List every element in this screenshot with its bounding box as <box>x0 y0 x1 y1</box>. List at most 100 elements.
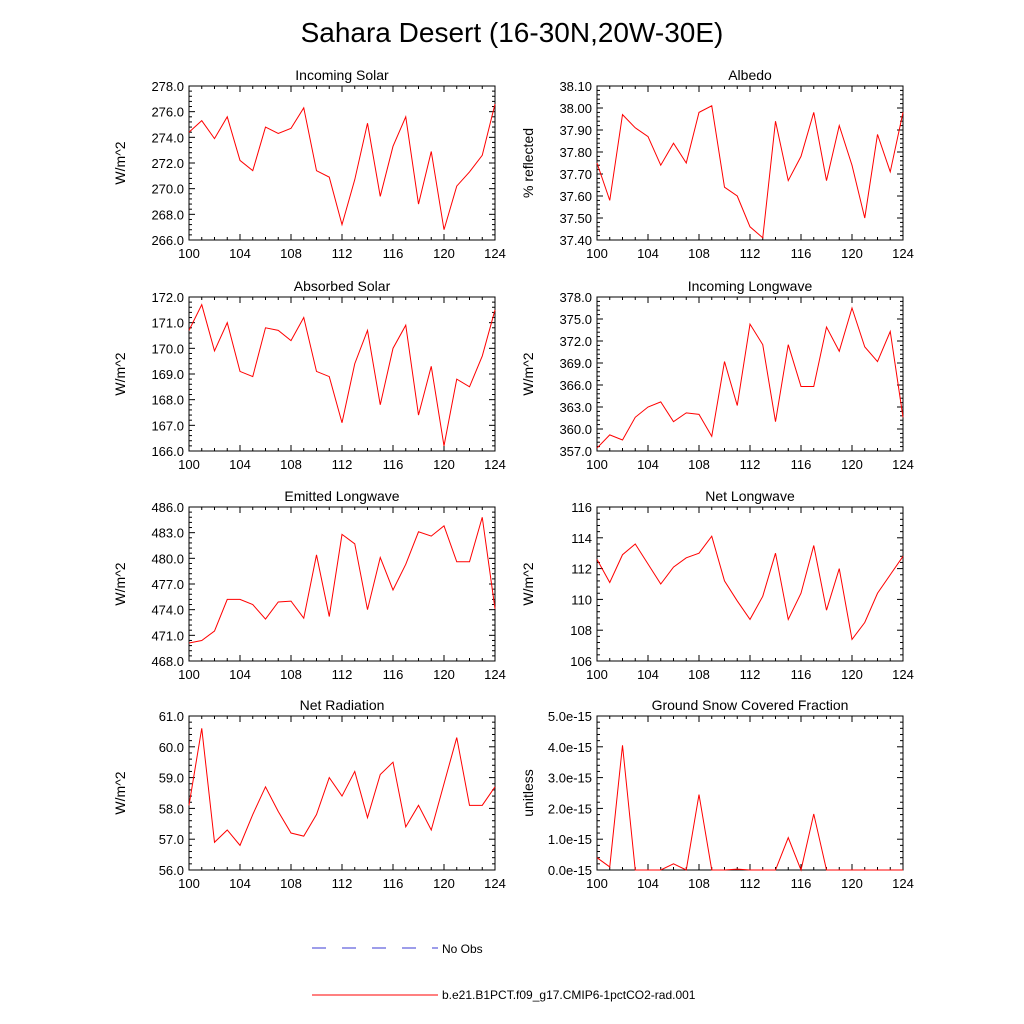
x-tick-label: 108 <box>688 876 710 891</box>
x-tick-label: 108 <box>280 246 302 261</box>
y-tick-label: 37.90 <box>559 123 592 138</box>
x-tick-label: 108 <box>688 457 710 472</box>
x-tick-label: 120 <box>841 876 863 891</box>
y-tick-label: 375.0 <box>559 312 592 327</box>
x-tick-label: 120 <box>841 246 863 261</box>
panel-title: Albedo <box>728 67 772 83</box>
figure-title: Sahara Desert (16-30N,20W-30E) <box>301 17 724 48</box>
panel-title: Incoming Solar <box>295 67 389 83</box>
x-tick-label: 100 <box>586 246 608 261</box>
x-tick-label: 108 <box>280 667 302 682</box>
x-tick-label: 100 <box>586 667 608 682</box>
y-tick-label: 38.10 <box>559 79 592 94</box>
y-axis-label: W/m^2 <box>112 562 128 605</box>
y-tick-label: 60.0 <box>159 740 184 755</box>
plot-frame <box>188 296 496 452</box>
series-line <box>188 517 496 644</box>
series-line <box>596 535 904 641</box>
y-axis-label: W/m^2 <box>112 771 128 814</box>
x-tick-label: 104 <box>229 667 251 682</box>
chart-panel: Emitted Longwave W/m^2 100 104 108 112 116 120 1… <box>112 488 506 682</box>
x-tick-label: 104 <box>637 457 659 472</box>
y-axis-label: W/m^2 <box>112 352 128 395</box>
plot-frame <box>596 715 904 871</box>
series-line <box>188 303 496 446</box>
y-tick-label: 37.50 <box>559 211 592 226</box>
y-tick-label: 4.0e-15 <box>548 740 592 755</box>
plot-frame <box>188 715 496 871</box>
chart-panel: Albedo % reflected 100 104 108 112 116 120 124 37… <box>520 67 914 261</box>
y-tick-label: 5.0e-15 <box>548 709 592 724</box>
legend-model-label: b.e21.B1PCT.f09_g17.CMIP6-1pctCO2-rad.00… <box>442 988 696 1002</box>
x-tick-label: 116 <box>791 246 812 261</box>
y-tick-label: 357.0 <box>559 444 592 459</box>
y-tick-label: 0.0e-15 <box>548 863 592 878</box>
x-tick-label: 116 <box>791 667 812 682</box>
y-axis-label: % reflected <box>520 128 536 198</box>
x-tick-label: 120 <box>433 667 455 682</box>
chart-panel: Incoming Solar W/m^2 100 104 108 112 116 120 124… <box>112 67 506 261</box>
y-tick-label: 114 <box>571 531 592 546</box>
y-tick-label: 59.0 <box>159 771 184 786</box>
y-axis-label: W/m^2 <box>520 352 536 395</box>
x-tick-label: 124 <box>892 246 914 261</box>
y-tick-label: 58.0 <box>159 801 184 816</box>
x-tick-label: 124 <box>892 667 914 682</box>
x-tick-label: 112 <box>332 246 353 261</box>
y-tick-label: 167.0 <box>151 418 184 433</box>
x-tick-label: 116 <box>791 457 812 472</box>
y-tick-label: 366.0 <box>559 378 592 393</box>
x-tick-label: 100 <box>586 457 608 472</box>
y-axis-label: unitless <box>520 769 536 816</box>
y-tick-label: 37.80 <box>559 145 592 160</box>
x-tick-label: 116 <box>383 876 404 891</box>
x-tick-label: 108 <box>688 246 710 261</box>
chart-panel: Ground Snow Covered Fraction unitless 100 1… <box>520 697 914 891</box>
chart-panel: Net Radiation W/m^2 100 104 108 112 116 120 124 5… <box>112 697 506 891</box>
chart-panel: Absorbed Solar W/m^2 100 104 108 112 116 120 124… <box>112 278 506 472</box>
series-line <box>596 306 904 449</box>
x-tick-label: 108 <box>688 667 710 682</box>
x-tick-label: 104 <box>229 457 251 472</box>
x-tick-label: 108 <box>280 876 302 891</box>
y-tick-label: 483.0 <box>151 526 184 541</box>
x-tick-label: 112 <box>740 876 761 891</box>
x-tick-label: 124 <box>484 457 506 472</box>
x-tick-label: 120 <box>433 457 455 472</box>
legend: No Obs b.e21.B1PCT.f09_g17.CMIP6-1pctCO2… <box>312 942 696 1002</box>
y-tick-label: 37.60 <box>559 189 592 204</box>
panel-title: Absorbed Solar <box>294 278 391 294</box>
y-tick-label: 61.0 <box>159 709 184 724</box>
plot-frame <box>188 85 496 241</box>
y-tick-label: 170.0 <box>151 341 184 356</box>
x-tick-label: 104 <box>229 246 251 261</box>
y-tick-label: 56.0 <box>159 863 184 878</box>
y-axis-label: W/m^2 <box>520 562 536 605</box>
y-tick-label: 2.0e-15 <box>548 801 592 816</box>
x-tick-label: 112 <box>740 457 761 472</box>
y-tick-label: 369.0 <box>559 356 592 371</box>
x-tick-label: 100 <box>586 876 608 891</box>
y-tick-label: 1.0e-15 <box>548 832 592 847</box>
y-tick-label: 486.0 <box>151 500 184 515</box>
panel-title: Net Longwave <box>705 488 795 504</box>
y-tick-label: 169.0 <box>151 367 184 382</box>
y-axis-label: W/m^2 <box>112 141 128 184</box>
y-tick-label: 37.40 <box>559 233 592 248</box>
x-tick-label: 120 <box>841 667 863 682</box>
y-tick-label: 3.0e-15 <box>548 771 592 786</box>
panels: Incoming Solar W/m^2 100 104 108 112 116 120 124… <box>112 67 914 891</box>
y-tick-label: 38.00 <box>559 101 592 116</box>
x-tick-label: 112 <box>332 876 353 891</box>
x-tick-label: 104 <box>637 246 659 261</box>
y-tick-label: 274.0 <box>151 130 184 145</box>
x-tick-label: 124 <box>484 876 506 891</box>
panel-title: Incoming Longwave <box>688 278 813 294</box>
x-tick-label: 116 <box>383 457 404 472</box>
y-tick-label: 268.0 <box>151 207 184 222</box>
series-line <box>188 728 496 847</box>
y-tick-label: 270.0 <box>151 182 184 197</box>
y-tick-label: 172.0 <box>151 290 184 305</box>
y-tick-label: 363.0 <box>559 400 592 415</box>
